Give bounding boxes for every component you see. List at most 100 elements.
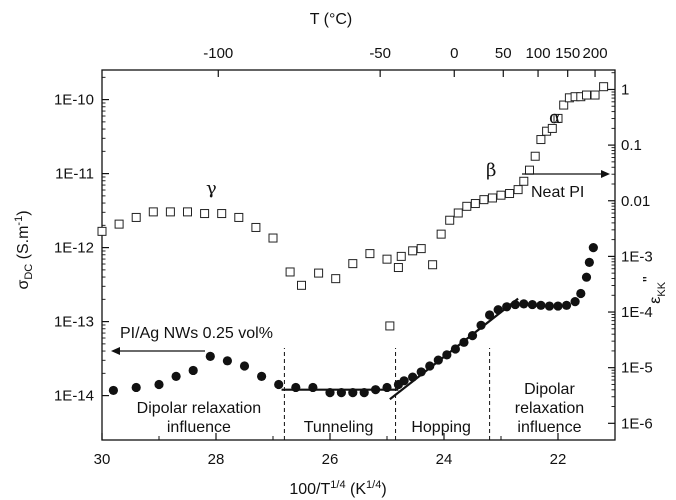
composite-point	[519, 299, 529, 309]
region-label: Hopping	[411, 419, 471, 436]
composite-label: PI/Ag NWs 0.25 vol%	[120, 325, 273, 342]
neat-pi-point	[297, 280, 306, 290]
neat-pi-point	[416, 244, 426, 254]
neat-pi-point	[97, 226, 107, 236]
neat-pi-point	[217, 209, 227, 219]
composite-point	[171, 371, 181, 381]
region-label: relaxation	[515, 400, 584, 417]
neat-pi-point	[234, 212, 244, 222]
region-label: Dipolar relaxation	[137, 400, 262, 417]
fit-line	[389, 297, 519, 401]
neat-pi-point	[408, 246, 418, 256]
svg-text:εKK": εKK"	[641, 276, 668, 304]
right-tick-label: 1	[621, 81, 629, 98]
outlier-point	[385, 321, 395, 331]
region-label: influence	[167, 419, 231, 436]
region-label: Tunneling	[304, 419, 374, 436]
arrow-right-icon	[522, 170, 610, 178]
neat-pi-point	[285, 267, 295, 277]
composite-point	[425, 361, 435, 371]
top-tick-label: -50	[369, 45, 391, 62]
composite-point	[584, 257, 594, 267]
right-tick-label: 1E-6	[621, 415, 653, 432]
neat-pi-point	[445, 215, 455, 225]
composite-point	[154, 379, 164, 390]
neat-pi-point	[131, 212, 141, 222]
x-axis-top: -100 -50 0 50 100 150 200	[203, 45, 608, 77]
composite-point	[274, 379, 284, 390]
neat-pi-point	[200, 209, 210, 219]
neat-pi-point	[331, 274, 341, 284]
x-tick-label: 28	[208, 451, 225, 468]
y-axis-left: 1E-14 1E-13 1E-12 1E-11 1E-10	[54, 76, 109, 405]
y-axis-title-left: σDC (S.m-1)	[13, 210, 35, 289]
neat-pi-point	[396, 251, 406, 261]
composite-point	[205, 351, 215, 361]
neat-pi-point	[496, 190, 506, 200]
composite-point	[581, 272, 592, 282]
neat-pi-point	[148, 207, 158, 217]
neat-pi-point	[365, 249, 375, 259]
neat-pi-point	[428, 260, 438, 270]
composite-point	[108, 385, 118, 396]
composite-point	[476, 320, 486, 330]
neat-pi-point	[590, 90, 600, 100]
neat-pi-point	[599, 82, 609, 92]
neat-pi-point	[393, 263, 403, 273]
top-tick-label: 0	[450, 45, 458, 62]
arrow-left-icon	[111, 347, 205, 355]
composite-point	[257, 371, 267, 381]
beta-label: β	[486, 160, 496, 181]
x-axis-bottom: 30 28 26 24 22	[94, 433, 567, 468]
left-tick-label: 1E-12	[54, 240, 94, 257]
right-tick-label: 1E-3	[621, 248, 653, 265]
neat-pi-point	[165, 207, 175, 217]
neat-pi-point	[382, 254, 392, 264]
top-tick-label: 200	[583, 45, 608, 62]
composite-point	[239, 361, 250, 371]
neat-pi-point	[114, 219, 124, 229]
composite-point	[570, 297, 580, 307]
top-tick-label: 50	[495, 45, 512, 62]
composite-point	[536, 300, 546, 310]
right-tick-label: 0.01	[621, 193, 650, 210]
neat-pi-point	[462, 201, 472, 211]
top-tick-label: -100	[203, 45, 233, 62]
region-label: influence	[517, 419, 581, 436]
neat-pi-point	[547, 123, 557, 133]
neat-pi-point	[525, 165, 534, 175]
neat-pi-point	[251, 222, 261, 232]
composite-point	[485, 310, 495, 320]
neat-pi-point	[536, 135, 546, 145]
composite-point	[544, 301, 555, 311]
neat-pi-point	[453, 208, 463, 218]
composite-point	[131, 382, 141, 393]
neat-pi-point	[530, 151, 540, 161]
svg-text:σDC (S.m-1): σDC (S.m-1)	[13, 210, 35, 289]
y-axis-right: 1E-6 1E-5 1E-4 1E-3 0.01 0.1 1	[608, 72, 653, 432]
neat-pi-point	[513, 185, 523, 195]
composite-point	[576, 288, 586, 299]
neat-pi-point	[436, 229, 446, 239]
neat-pi-point	[183, 207, 192, 217]
composite-point	[399, 376, 409, 386]
x-tick-label: 22	[550, 451, 567, 468]
region-labels: Dipolar relaxation influence Tunneling Hopp…	[137, 381, 584, 436]
composite-point	[588, 243, 598, 253]
left-tick-label: 1E-13	[54, 314, 94, 331]
x-tick-label: 26	[322, 451, 339, 468]
right-tick-label: 0.1	[621, 137, 642, 154]
neat-pi-point	[268, 233, 278, 243]
neat-pi-point	[553, 113, 563, 123]
alpha-label: α	[549, 107, 561, 128]
y-axis-title-right: εKK"	[641, 276, 668, 304]
x-axis-title-bottom: 100/T1/4 (K1/4)	[289, 479, 386, 498]
composite-point	[561, 300, 572, 310]
composite-point	[553, 301, 563, 311]
x-axis-title-top: T (°C)	[310, 11, 353, 28]
right-tick-label: 1E-4	[621, 304, 653, 321]
neat-pi-point	[487, 193, 497, 203]
left-tick-label: 1E-11	[55, 166, 94, 183]
x-tick-label: 30	[94, 451, 111, 468]
